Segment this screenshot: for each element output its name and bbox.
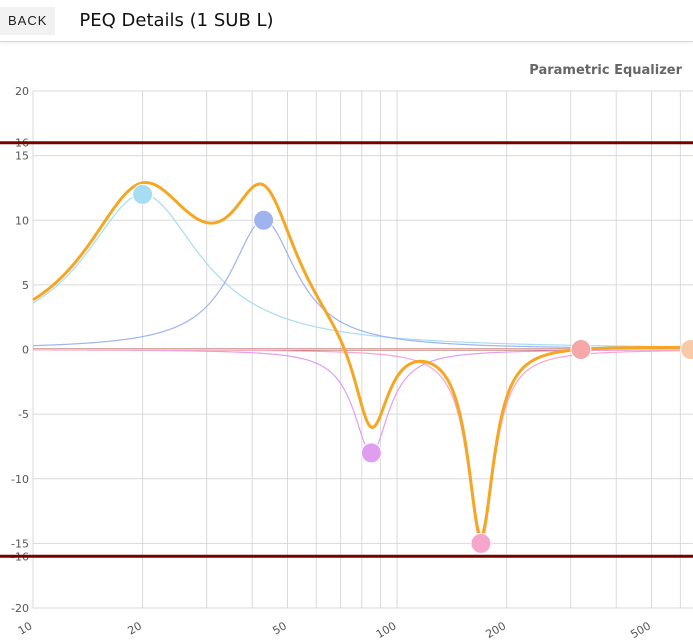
y-tick-label: -10 xyxy=(11,473,29,486)
x-tick-label: 500 xyxy=(628,619,653,641)
peq-chart-svg: Parametric Equalizer -20-16-15-10-505101… xyxy=(0,63,693,641)
y-tick-label: 15 xyxy=(15,150,29,163)
y-tick-label: 5 xyxy=(22,279,29,292)
page-title: PEQ Details (1 SUB L) xyxy=(79,10,274,31)
y-tick-label: -15 xyxy=(11,537,29,550)
y-tick-label: 10 xyxy=(15,214,29,227)
filter-handle-1[interactable] xyxy=(132,183,154,205)
peq-chart: Parametric Equalizer -20-16-15-10-505101… xyxy=(0,43,693,641)
filter-curve-3 xyxy=(33,349,693,454)
filter-curve-4 xyxy=(33,349,693,544)
chart-title: Parametric Equalizer xyxy=(529,63,682,78)
filter-handle-3[interactable] xyxy=(360,442,382,464)
filter-curve-1 xyxy=(32,193,693,348)
back-button[interactable]: BACK xyxy=(0,6,56,35)
summed-response-curve xyxy=(32,181,693,538)
x-tick-label: 10 xyxy=(16,619,35,637)
top-bar: BACK PEQ Details (1 SUB L) xyxy=(0,0,693,42)
y-tick-label: 20 xyxy=(15,85,29,98)
x-tick-label: 200 xyxy=(483,619,508,641)
x-tick-label: 100 xyxy=(374,619,399,641)
filter-handle-4[interactable] xyxy=(470,532,492,554)
x-tick-label: 50 xyxy=(270,619,289,637)
filter-curve-2 xyxy=(32,219,693,349)
filter-handle-6[interactable] xyxy=(680,339,693,360)
y-tick-label: 0 xyxy=(22,344,29,357)
y-tick-label: -20 xyxy=(11,602,29,615)
filter-handle-2[interactable] xyxy=(253,209,275,231)
y-tick-label: -5 xyxy=(18,408,29,421)
x-tick-label: 20 xyxy=(125,619,144,637)
filter-handle-5[interactable] xyxy=(570,339,592,360)
